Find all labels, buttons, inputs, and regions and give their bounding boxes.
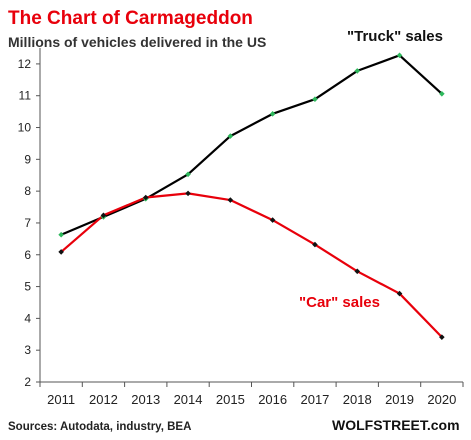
car-point bbox=[58, 249, 64, 255]
car-point bbox=[142, 194, 149, 201]
x-tick-label: 2014 bbox=[174, 392, 203, 407]
truck-series-line bbox=[60, 54, 443, 236]
car-point bbox=[354, 268, 361, 275]
y-tick-label: 10 bbox=[18, 121, 32, 135]
chart-subtitle: Millions of vehicles delivered in the US bbox=[8, 34, 266, 50]
car-point bbox=[227, 197, 234, 203]
y-tick-label: 5 bbox=[24, 280, 31, 294]
truck-point bbox=[354, 68, 361, 74]
truck-point bbox=[439, 91, 445, 97]
x-tick-label: 2011 bbox=[47, 392, 75, 407]
truck-point bbox=[227, 133, 234, 139]
truck-point bbox=[58, 231, 64, 238]
y-axis: 2 3 4 5 6 7 8 9 10 11 12 bbox=[18, 48, 41, 389]
car-series-line bbox=[60, 192, 443, 338]
y-tick-label: 12 bbox=[18, 57, 32, 71]
car-series-label: "Car" sales bbox=[299, 294, 380, 311]
wolfstreet-logo: WOLFSTREET.com bbox=[332, 417, 460, 433]
y-tick-label: 6 bbox=[24, 248, 31, 262]
y-tick-label: 3 bbox=[24, 343, 31, 357]
x-tick-label: 2019 bbox=[385, 392, 414, 407]
car-point bbox=[312, 241, 318, 248]
y-tick-label: 8 bbox=[24, 184, 31, 198]
x-tick-label: 2018 bbox=[343, 392, 372, 407]
y-tick-label: 11 bbox=[19, 89, 32, 103]
truck-point bbox=[312, 96, 318, 103]
x-tick-label: 2016 bbox=[258, 392, 287, 407]
y-tick-label: 4 bbox=[24, 311, 31, 325]
truck-point bbox=[269, 111, 276, 117]
x-tick-label: 2012 bbox=[89, 392, 118, 407]
y-tick-label: 9 bbox=[24, 152, 31, 166]
car-point bbox=[100, 212, 107, 219]
y-tick-label: 7 bbox=[24, 216, 31, 230]
x-tick-label: 2013 bbox=[131, 392, 160, 407]
car-point bbox=[396, 290, 403, 297]
car-point bbox=[269, 217, 276, 223]
x-tick-label: 2017 bbox=[300, 392, 329, 407]
chart-title: The Chart of Carmageddon bbox=[8, 8, 253, 29]
truck-series-label: "Truck" sales bbox=[347, 28, 443, 45]
y-tick-label: 2 bbox=[24, 375, 31, 389]
car-point bbox=[185, 190, 191, 197]
x-tick-label: 2020 bbox=[427, 392, 456, 407]
truck-point bbox=[185, 171, 191, 178]
x-axis: 2011 2012 2013 2014 2015 2016 2017 2018 2019 2020 bbox=[39, 381, 464, 407]
series-layer bbox=[58, 52, 445, 340]
x-tick-label: 2015 bbox=[216, 392, 245, 407]
source-note: Sources: Autodata, industry, BEA bbox=[8, 421, 191, 433]
truck-point bbox=[396, 52, 403, 59]
car-point bbox=[439, 334, 445, 340]
